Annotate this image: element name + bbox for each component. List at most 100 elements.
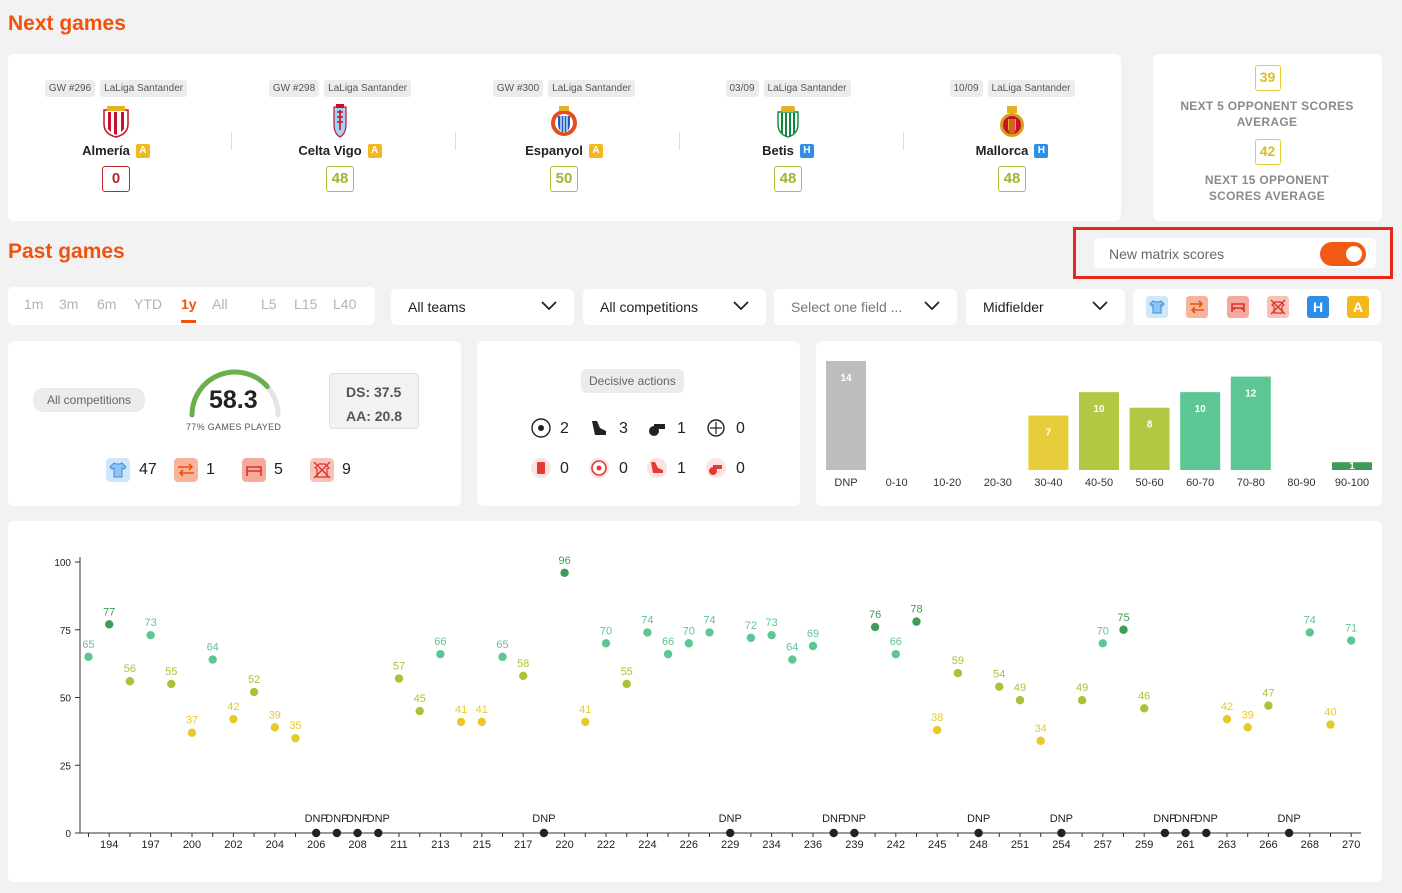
dnp-point[interactable]	[374, 828, 383, 838]
dnp-point[interactable]	[353, 828, 362, 838]
score-point[interactable]	[436, 649, 445, 659]
clean-sheet-icon	[707, 419, 725, 437]
score-point[interactable]	[581, 717, 590, 727]
score-point[interactable]	[125, 677, 135, 686]
gameweek-tag: GW #296	[44, 80, 96, 97]
position-dropdown[interactable]: Midfielder	[966, 289, 1125, 325]
dnp-point[interactable]	[829, 828, 838, 838]
score-point[interactable]	[870, 622, 880, 632]
tab-ytd[interactable]: YTD	[134, 296, 162, 312]
score-point[interactable]	[788, 655, 797, 664]
dnp-point[interactable]	[312, 828, 321, 838]
dnp-point[interactable]	[539, 828, 549, 838]
score-point[interactable]	[105, 620, 114, 629]
distribution-category-label: 90-100	[1335, 477, 1369, 489]
not-in-squad-icon[interactable]	[1267, 296, 1289, 318]
score-point[interactable]	[933, 725, 942, 735]
score-point[interactable]	[456, 717, 466, 727]
field-dropdown[interactable]: Select one field ...	[774, 289, 957, 325]
tab-l15[interactable]: L15	[294, 296, 318, 312]
score-point[interactable]	[746, 633, 756, 643]
score-point[interactable]	[560, 568, 569, 578]
bench-icon[interactable]	[1227, 296, 1249, 318]
tab-1y[interactable]: 1y	[181, 296, 197, 312]
score-point[interactable]	[146, 630, 155, 640]
dnp-point[interactable]	[1284, 828, 1294, 838]
distribution-bar-label: 12	[1245, 389, 1257, 400]
score-point[interactable]	[912, 617, 921, 626]
score-point[interactable]	[208, 655, 217, 664]
score-point[interactable]	[808, 641, 818, 651]
next-game[interactable]: GW #296 LaLiga Santander Almería A 0	[36, 80, 196, 192]
score-point[interactable]	[663, 649, 673, 659]
score-point[interactable]	[1036, 736, 1045, 746]
score-point[interactable]	[415, 706, 424, 716]
x-tick-label: 194	[100, 839, 118, 851]
score-point[interactable]	[187, 728, 197, 737]
score-point[interactable]	[1326, 720, 1335, 729]
opponent-name: Mallorca	[975, 143, 1029, 158]
score-point[interactable]	[705, 628, 714, 637]
score-point[interactable]	[643, 628, 652, 637]
score-point[interactable]	[270, 723, 279, 732]
next-game[interactable]: GW #298 LaLiga Santander Celta Vigo A 48	[260, 80, 420, 192]
dnp-point[interactable]	[1202, 828, 1211, 838]
next-game[interactable]: 10/09 LaLiga Santander Mallorca H 48	[932, 80, 1092, 192]
score-point[interactable]	[953, 668, 963, 678]
dnp-point[interactable]	[1160, 828, 1170, 838]
summary-card: All competitions 58.3 77% GAMES PLAYED D…	[8, 341, 461, 506]
score-point[interactable]	[995, 682, 1004, 691]
next-game[interactable]: 03/09 LaLiga Santander Betis H 48	[708, 80, 868, 192]
dnp-point[interactable]	[726, 828, 735, 838]
tab-3m[interactable]: 3m	[59, 296, 79, 312]
score-point[interactable]	[1015, 696, 1025, 705]
competition-tag: LaLiga Santander	[100, 80, 188, 97]
starter-shirt-icon[interactable]	[1146, 296, 1168, 318]
dnp-point[interactable]	[332, 828, 342, 838]
away-filter-icon[interactable]: A	[1347, 296, 1369, 318]
substitute-icon[interactable]	[1186, 296, 1208, 318]
score-point[interactable]	[477, 717, 486, 727]
tab-all[interactable]: All	[212, 296, 228, 312]
score-point[interactable]	[1098, 639, 1108, 648]
dnp-point[interactable]	[1057, 828, 1066, 838]
score-point[interactable]	[1264, 701, 1273, 710]
tab-6m[interactable]: 6m	[97, 296, 117, 312]
tab-l40[interactable]: L40	[333, 296, 357, 312]
score-point[interactable]	[84, 652, 93, 662]
dnp-point[interactable]	[850, 828, 859, 838]
score-point[interactable]	[891, 649, 900, 659]
teams-dropdown[interactable]: All teams	[391, 289, 574, 325]
score-point[interactable]	[601, 639, 611, 648]
score-point[interactable]	[519, 671, 528, 681]
competitions-dropdown[interactable]: All competitions	[583, 289, 766, 325]
score-point[interactable]	[684, 639, 693, 648]
games-played: 77% GAMES PLAYED	[186, 422, 282, 432]
score-point[interactable]	[1119, 625, 1128, 634]
home-filter-icon[interactable]: H	[1307, 296, 1329, 318]
score-point[interactable]	[1305, 628, 1315, 637]
tab-l5[interactable]: L5	[261, 296, 277, 312]
score-point[interactable]	[1347, 636, 1356, 645]
score-point[interactable]	[1222, 714, 1232, 724]
new-matrix-scores-toggle[interactable]	[1320, 242, 1366, 266]
x-tick-label: 268	[1301, 839, 1319, 851]
score-point[interactable]	[229, 714, 238, 724]
score-point[interactable]	[394, 674, 404, 683]
mallorca-crest-icon	[997, 104, 1027, 138]
score-point[interactable]	[622, 679, 631, 689]
score-point[interactable]	[1077, 696, 1087, 705]
score-point[interactable]	[167, 679, 176, 689]
score-point[interactable]	[767, 630, 776, 640]
position-dropdown-value: Midfielder	[983, 299, 1044, 315]
score-point[interactable]	[249, 687, 259, 697]
dnp-point[interactable]	[1181, 828, 1190, 838]
score-point[interactable]	[1140, 704, 1149, 713]
dnp-point[interactable]	[974, 828, 983, 838]
score-point[interactable]	[498, 652, 507, 662]
score-point-label: 37	[186, 715, 198, 727]
tab-1m[interactable]: 1m	[24, 296, 44, 312]
score-point[interactable]	[291, 733, 300, 743]
next-game[interactable]: GW #300 LaLiga Santander Espanyol A 50	[484, 80, 644, 192]
score-point[interactable]	[1243, 723, 1252, 732]
